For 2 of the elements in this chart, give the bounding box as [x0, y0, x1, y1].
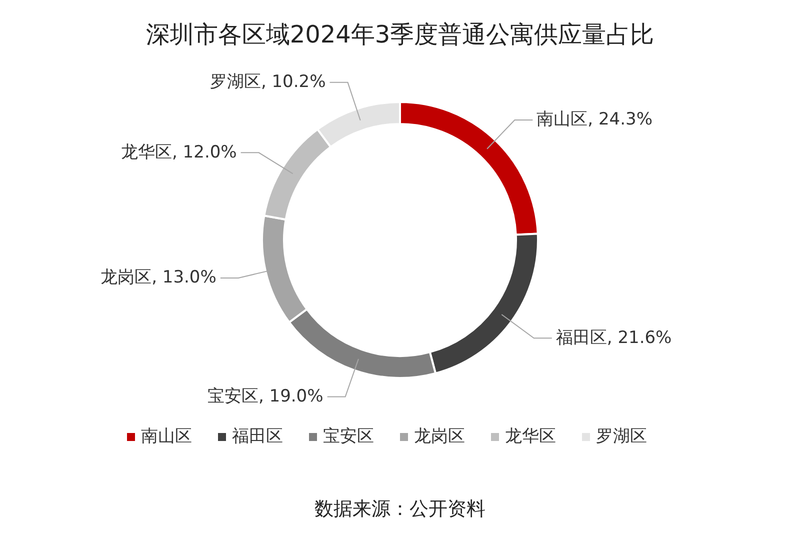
annotation: 数据来源：公开资料: [314, 498, 486, 520]
title: 深圳市各区域2024年3季度普通公寓供应量占比: [146, 20, 654, 49]
